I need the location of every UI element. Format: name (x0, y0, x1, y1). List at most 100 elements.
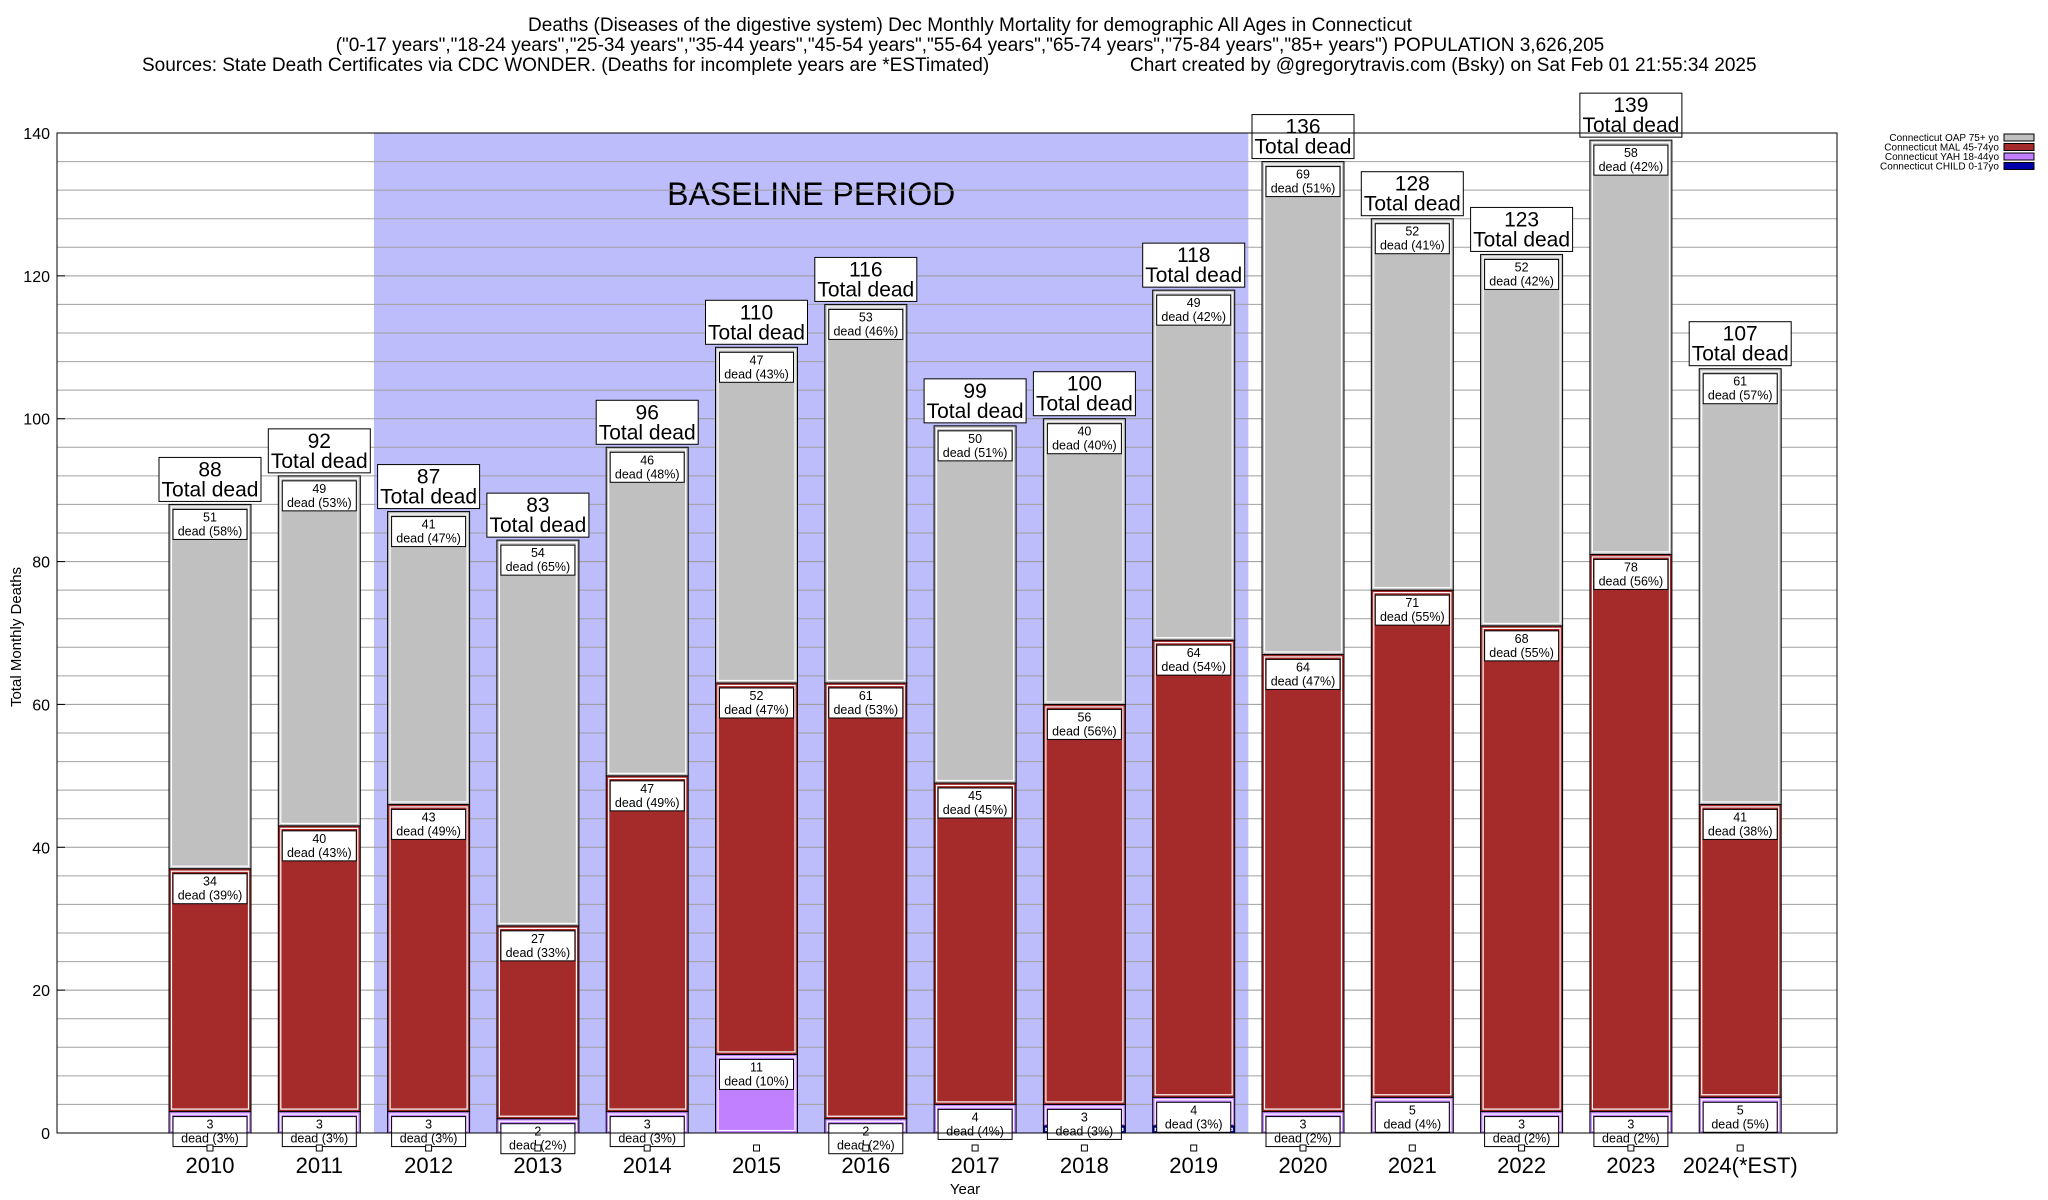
zero-marker (862, 1144, 870, 1152)
title-line-4-credit: Chart created by @gregorytravis.com (Bsk… (1130, 55, 1757, 76)
segment-label-percent: dead (38%) (1708, 824, 1773, 838)
zero-marker (1299, 1144, 1307, 1152)
segment-label-percent: dead (3%) (1165, 1117, 1223, 1131)
total-label-caption: Total dead (599, 421, 696, 444)
bar-segment (1042, 703, 1126, 1105)
bar-segment (1480, 253, 1564, 627)
bar-segment (168, 868, 252, 1113)
segment-label-box (1702, 1101, 1778, 1133)
segment-label-percent: dead (56%) (1052, 724, 1117, 738)
zero-marker (1408, 1144, 1416, 1152)
x-tick-label: 2023 (1606, 1153, 1655, 1178)
total-label-caption: Total dead (927, 400, 1024, 423)
bar-segment-inner-border (1591, 556, 1671, 1110)
bar-segment-inner-border (717, 349, 796, 682)
bar-segment-inner-border (1154, 642, 1233, 1096)
total-label-box (595, 399, 699, 445)
segment-label-percent: dead (55%) (1380, 610, 1445, 624)
segment-label-box (1484, 1116, 1560, 1148)
segment-label-percent: dead (47%) (1271, 674, 1336, 688)
total-label-box (1360, 171, 1464, 217)
segment-label-box (1374, 1101, 1450, 1133)
segment-label-percent: dead (5%) (1711, 1117, 1769, 1131)
bar-segment-inner-border (498, 542, 577, 924)
total-label-box (486, 492, 590, 538)
bar-segment (1370, 218, 1454, 591)
y-tick-label: 80 (32, 555, 50, 572)
segment-label-box (937, 787, 1013, 819)
bar-segment (824, 682, 908, 1120)
segment-label-count: 2 (534, 1125, 541, 1139)
total-label-value: 87 (417, 466, 440, 489)
bar-segment-inner-border (1482, 256, 1561, 624)
segment-label-box (1702, 373, 1778, 405)
bar-segment (933, 425, 1017, 784)
total-label-box (1688, 321, 1792, 367)
bar-segment (715, 682, 798, 1055)
segment-label-percent: dead (41%) (1380, 239, 1445, 253)
segment-label-count: 49 (1187, 296, 1201, 310)
segment-label-count: 3 (316, 1118, 323, 1132)
total-label-caption: Total dead (1364, 193, 1461, 216)
segment-label-count: 3 (1627, 1118, 1634, 1132)
bar-segment (387, 511, 471, 805)
legend-swatch (2003, 152, 2035, 161)
segment-label-box (609, 451, 685, 483)
total-label-value: 88 (198, 458, 221, 481)
segment-label-percent: dead (42%) (1599, 160, 1664, 174)
bar-segment (1042, 418, 1126, 705)
zero-marker (1080, 1144, 1088, 1152)
segment-label-percent: dead (3%) (400, 1132, 458, 1146)
segment-label-box (500, 1123, 576, 1155)
segment-label-percent: dead (65%) (506, 560, 571, 574)
segment-label-count: 56 (1077, 710, 1091, 724)
bar-segment-inner-border (1482, 627, 1561, 1110)
segment-label-count: 52 (1515, 260, 1529, 274)
segment-label-percent: dead (55%) (1489, 646, 1554, 660)
total-label-value: 118 (1177, 244, 1210, 267)
segment-label-box (281, 1116, 357, 1148)
segment-label-box (1374, 223, 1450, 255)
total-label-box (267, 428, 371, 474)
segment-label-count: 3 (1081, 1110, 1088, 1124)
legend-label: Connecticut CHILD 0-17yo (1880, 162, 1999, 173)
segment-label-percent: dead (53%) (833, 703, 898, 717)
bar-segment-inner-border (498, 927, 577, 1117)
bar-segment (1698, 803, 1782, 1098)
segment-label-percent: dead (56%) (1599, 574, 1664, 588)
x-axis-title: Year (950, 1181, 980, 1198)
total-label-caption: Total dead (162, 478, 259, 501)
legend-label: Connecticut OAP 75+ yo (1889, 133, 1999, 144)
legend-swatch (2003, 143, 2035, 151)
x-tick-label: 2012 (404, 1153, 453, 1178)
bar-segment (168, 503, 252, 870)
total-label-value: 128 (1395, 173, 1430, 196)
bar-segment (496, 539, 580, 927)
segment-label-box (828, 308, 904, 340)
total-label-box (158, 456, 262, 502)
segment-label-percent: dead (48%) (615, 467, 680, 481)
bar-segment-inner-border (608, 449, 687, 774)
zero-marker (1190, 1144, 1198, 1152)
bar-segment-inner-border (1263, 163, 1343, 653)
segment-label-percent: dead (3%) (1056, 1124, 1114, 1138)
segment-label-percent: dead (57%) (1708, 389, 1773, 403)
total-label-value: 99 (963, 380, 986, 403)
segment-label-percent: dead (33%) (506, 946, 571, 960)
x-tick-label: 2019 (1169, 1153, 1218, 1178)
bar-segment (1152, 639, 1236, 1098)
segment-label-box (1702, 808, 1778, 840)
x-tick-label: 2010 (186, 1153, 235, 1178)
segment-label-percent: dead (43%) (724, 367, 789, 381)
x-tick-label: 2024(*EST) (1683, 1153, 1798, 1178)
segment-label-percent: dead (10%) (724, 1074, 789, 1088)
bar-segment-inner-border (1373, 220, 1452, 589)
segment-label-count: 3 (644, 1118, 651, 1132)
segment-label-percent: dead (51%) (943, 446, 1008, 460)
bar-segment-inner-border (935, 784, 1015, 1103)
segment-label-percent: dead (4%) (1383, 1117, 1441, 1131)
total-label-value: 83 (526, 494, 549, 517)
baseline-period-label: BASELINE PERIOD (667, 176, 955, 212)
segment-label-count: 11 (750, 1060, 763, 1074)
segment-label-box (281, 830, 357, 862)
